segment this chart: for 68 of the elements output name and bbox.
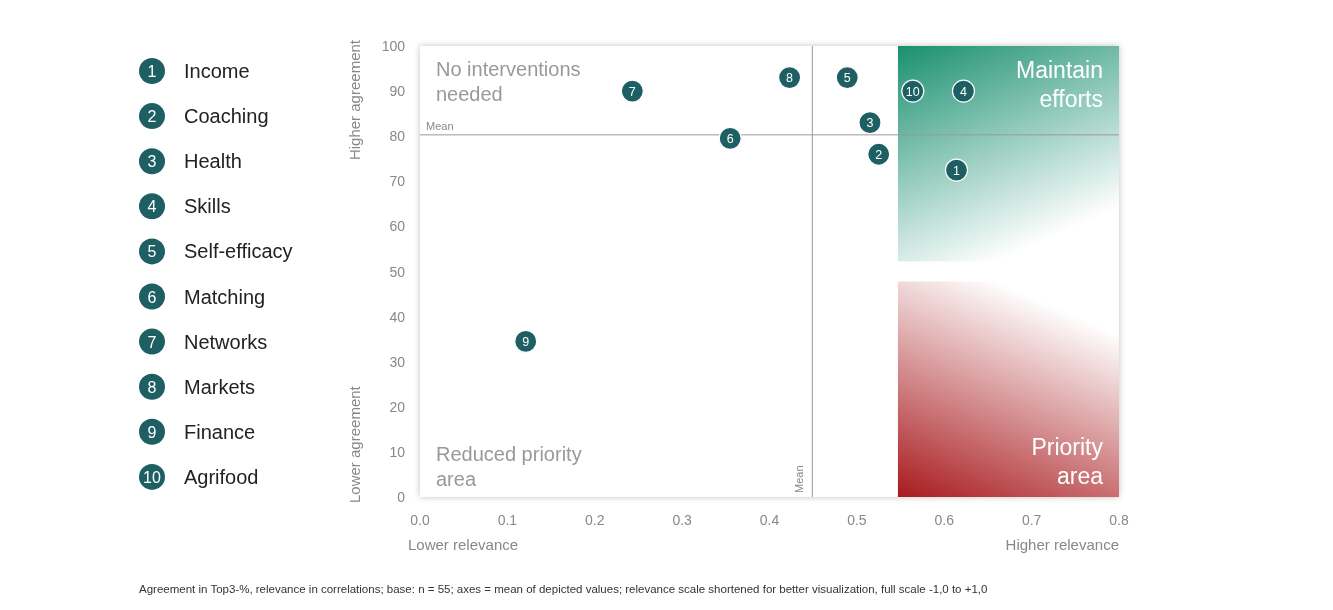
point (944, 158, 969, 182)
x-tick-label: 0.1 (497, 512, 518, 528)
text: 5 (147, 243, 157, 261)
y-tick-label: 100 (381, 38, 406, 54)
x-tick-label: 0.7 (1021, 512, 1042, 528)
text: 6 (147, 288, 157, 306)
y-tick-label: 10 (389, 443, 406, 460)
band-label: Maintain efforts (1016, 57, 1103, 112)
y-tick-label: 60 (389, 218, 406, 235)
legend-label: Self-efficacy (184, 240, 293, 263)
annotation: 5 (843, 71, 851, 86)
annotation: 10 (905, 84, 920, 99)
x-tick-label: 0.5 (847, 512, 867, 528)
y-tick-label: 80 (389, 128, 406, 145)
legend-label: Income (184, 60, 250, 82)
x-tick-label: 0.8 (1109, 512, 1129, 528)
legend-label: Matching (184, 285, 266, 308)
text: 2 (147, 108, 157, 126)
legend-label: Skills (184, 195, 231, 218)
annotation: 3 (866, 116, 874, 131)
text: Lower relevance (408, 536, 519, 553)
y-tick-label: 20 (389, 398, 406, 415)
text: 7 (147, 333, 157, 351)
x-tick-label: 0.2 (585, 512, 605, 528)
annotation: No interventions needed (436, 58, 581, 105)
legend-label: Coaching (184, 105, 269, 128)
point (620, 79, 644, 103)
legend-label: Health (184, 150, 242, 173)
y-tick-label: 50 (389, 263, 406, 280)
point (867, 142, 891, 166)
x-tick-label: 0.0 (410, 512, 430, 528)
text: Agreement in Top3-%, relevance in correlations; base: n = 55; axes = mean of depicted values; relevance scale shortened for better visualization, full scale -1,0 to +1,0 (139, 583, 988, 595)
legend-label: Networks (184, 330, 268, 353)
y-tick-label: 70 (389, 173, 406, 190)
y-tick-label: 90 (389, 83, 406, 100)
annotation: 6 (726, 131, 734, 146)
text: 8 (147, 378, 157, 396)
annotation: 9 (522, 334, 530, 349)
ref-line-label: Mean (426, 119, 454, 132)
x-tick-label: 0.6 (934, 512, 955, 528)
annotation: 1 (953, 163, 961, 178)
point (858, 111, 882, 135)
annotation: 4 (960, 84, 967, 99)
annotation: 7 (628, 84, 636, 99)
point (718, 126, 742, 151)
legend-label: Finance (184, 420, 256, 443)
annotation: Reduced priority area (436, 443, 582, 490)
text: 4 (147, 198, 157, 216)
y-tick-label: 40 (389, 308, 406, 325)
annotation: 8 (786, 71, 794, 86)
text: 9 (147, 423, 157, 441)
text: 3 (147, 153, 157, 171)
text: Higher relevance (1005, 536, 1119, 553)
point (514, 329, 538, 354)
legend-label: Markets (184, 375, 256, 398)
legend-label: Agrifood (184, 465, 259, 488)
y-tick-label: 0 (397, 489, 406, 505)
text: 10 (143, 468, 161, 486)
text: Higher agreement (346, 39, 363, 161)
text: 1 (147, 63, 157, 80)
text: Lower agreement (346, 385, 363, 503)
annotation: 2 (875, 147, 883, 162)
y-tick-label: 30 (389, 353, 406, 370)
x-tick-label: 0.4 (759, 512, 780, 528)
x-tick-label: 0.3 (672, 512, 693, 528)
point (835, 65, 859, 90)
band-label: Priority area (1031, 434, 1104, 489)
ref-line-label: Mean (793, 465, 806, 493)
